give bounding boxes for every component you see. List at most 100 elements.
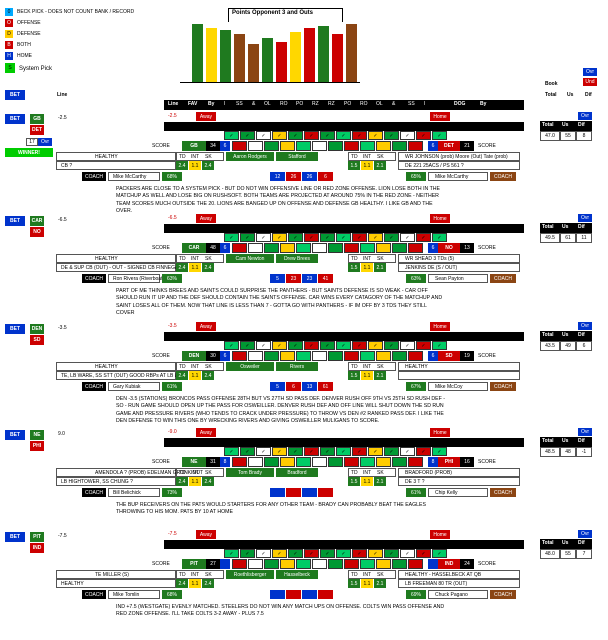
dog-health2: LB FREEMAN 80 TR (OUT) bbox=[398, 579, 520, 588]
game-header-strip bbox=[164, 332, 524, 341]
matchup-check-icon: ✓ bbox=[320, 341, 335, 350]
score-label-right: SCORE bbox=[478, 143, 496, 149]
dog-qb: Bradford bbox=[276, 468, 318, 477]
legend-label-4: HOME bbox=[17, 53, 32, 59]
matchup-check-icon: ✓ bbox=[416, 549, 431, 558]
matchup-bar-value bbox=[270, 488, 285, 497]
chart-bar-4 bbox=[234, 34, 245, 82]
fav-stats: TD INT SK bbox=[176, 570, 224, 579]
rank-cell bbox=[376, 559, 391, 569]
score-label-left: SCORE bbox=[152, 143, 170, 149]
fav-health2: LB HIGHTOWER, SS CHUNG ? bbox=[56, 477, 176, 486]
dog-coach-pct: 67% bbox=[406, 382, 426, 391]
points-chart: Points Opponent 3 and Outs bbox=[180, 8, 390, 90]
rank-cell bbox=[328, 141, 343, 151]
fav-coach-pct: 68% bbox=[162, 172, 182, 181]
away-tag: Away bbox=[196, 112, 216, 121]
total-value: 47.0 bbox=[540, 131, 560, 141]
matchup-check-icon: ✓ bbox=[400, 131, 415, 140]
matchup-bar-value bbox=[302, 488, 317, 497]
matchup-bar-value: 23 bbox=[286, 274, 301, 283]
rank-cell bbox=[392, 457, 407, 467]
line-value: -3.5 bbox=[168, 323, 177, 329]
fav-coach-pct: 68% bbox=[162, 590, 182, 599]
matchup-check-icon: ✓ bbox=[432, 447, 447, 456]
rank-cell bbox=[312, 351, 327, 361]
totals-dif-label: Dif bbox=[578, 540, 585, 546]
coach-label-dog: COACH bbox=[490, 172, 516, 181]
game-header-strip bbox=[164, 224, 524, 233]
bet-line: -6.5 bbox=[58, 217, 67, 223]
score-label-right: SCORE bbox=[478, 245, 496, 251]
matchup-bar-value: 12 bbox=[270, 172, 285, 181]
fav-score-team: CAR bbox=[182, 243, 206, 253]
away-tag: Away bbox=[196, 322, 216, 331]
matchup-check-icon: ✓ bbox=[288, 549, 303, 558]
rank-cell bbox=[344, 559, 359, 569]
rank-cell bbox=[328, 243, 343, 253]
home-tag: Home bbox=[430, 322, 450, 331]
fav-coach: Bill Belichick bbox=[108, 488, 160, 497]
home-tag: Home bbox=[430, 214, 450, 223]
matchup-check-icon: ✓ bbox=[304, 131, 319, 140]
line-value: -6.5 bbox=[168, 215, 177, 221]
fav-health: HEALTHY bbox=[56, 152, 176, 161]
dif-value: 6 bbox=[576, 341, 592, 351]
rank-cell bbox=[392, 559, 407, 569]
matchup-check-icon: ✓ bbox=[368, 341, 383, 350]
away-tag: Away bbox=[196, 428, 216, 437]
legend-row-offense: O OFFENSE bbox=[5, 19, 135, 29]
matchup-check-icon: ✓ bbox=[400, 341, 415, 350]
rank-cell bbox=[264, 141, 279, 151]
dog-health: WR SHEAD 3 TDs (5) bbox=[398, 254, 520, 263]
totals-total-label: Total bbox=[542, 540, 554, 546]
legend-row-home: H HOME bbox=[5, 52, 135, 62]
legend-swatch-3: B bbox=[5, 41, 13, 49]
matchup-check-icon: ✓ bbox=[304, 447, 319, 456]
dif-value: -1 bbox=[576, 447, 592, 457]
rank-cell bbox=[264, 351, 279, 361]
matchup-check-icon: ✓ bbox=[256, 233, 271, 242]
score-label-right: SCORE bbox=[478, 459, 496, 465]
matchup-check-icon: ✓ bbox=[352, 447, 367, 456]
coach-label-dog: COACH bbox=[490, 590, 516, 599]
analysis-note: DEN -3.5 (STATIONS) BRONCOS PASS OFFENSE… bbox=[116, 396, 445, 425]
matchup-bar-value: 26 bbox=[286, 172, 301, 181]
matchup-check-icon: ✓ bbox=[288, 447, 303, 456]
matchup-check-icon: ✓ bbox=[352, 131, 367, 140]
matchup-check-icon: ✓ bbox=[368, 447, 383, 456]
fav-coach: Ron Rivera (Riverboat) bbox=[108, 274, 164, 283]
fav-qb: Osweiler bbox=[226, 362, 274, 371]
mh-col-9: RO bbox=[360, 101, 368, 107]
rank-cell bbox=[392, 141, 407, 151]
fav-team-badge: PIT bbox=[30, 532, 44, 542]
totals-header-bar bbox=[540, 539, 592, 549]
rank-cell bbox=[344, 457, 359, 467]
matchup-check-icon: ✓ bbox=[384, 549, 399, 558]
mh-col-3: OL bbox=[264, 101, 271, 107]
dog-stat-values: 1.5 1.1 2.1 bbox=[348, 579, 396, 588]
dif-value: 8 bbox=[576, 131, 592, 141]
dog-health: HEALTHY bbox=[398, 362, 520, 371]
mh-dog-by: By bbox=[480, 101, 487, 107]
fav-stat-values: 2.4 1.1 2.4 bbox=[176, 263, 224, 272]
dog-score: 13 bbox=[460, 243, 474, 253]
rank-cell bbox=[344, 351, 359, 361]
matchup-check-icon: ✓ bbox=[336, 447, 351, 456]
dog-score: 16 bbox=[460, 457, 474, 467]
fav-health: HEALTHY bbox=[56, 362, 176, 371]
rank-cell bbox=[408, 243, 423, 253]
ou-value: 17 bbox=[26, 138, 38, 146]
home-tag: Home bbox=[430, 112, 450, 121]
matchup-check-icon: ✓ bbox=[272, 131, 287, 140]
matchup-check-icon: ✓ bbox=[240, 131, 255, 140]
dog-stats: TD INT SK bbox=[348, 254, 396, 263]
totals-total-label: Total bbox=[542, 332, 554, 338]
bet-label: BET bbox=[5, 532, 25, 542]
matchup-check-icon: ✓ bbox=[304, 233, 319, 242]
dif-header: Dif bbox=[585, 92, 592, 98]
mh-col-13: I bbox=[424, 101, 426, 107]
rank-cell bbox=[376, 243, 391, 253]
totals-us-label: Us bbox=[562, 122, 569, 128]
fav-by: 6 bbox=[220, 243, 230, 253]
